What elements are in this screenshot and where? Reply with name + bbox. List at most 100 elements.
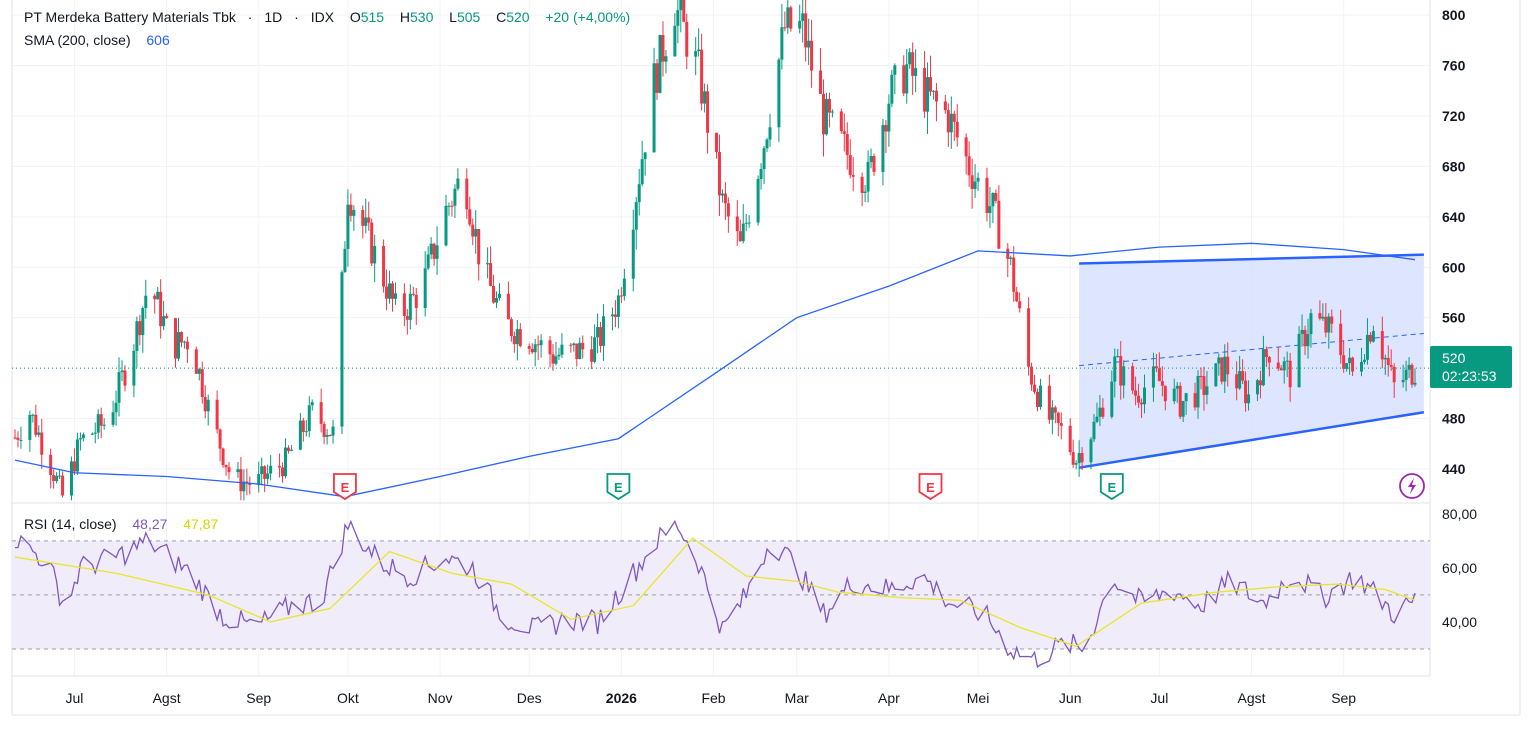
candle-up	[560, 344, 564, 355]
candle-up	[1327, 316, 1331, 333]
candlestick-series	[12, 0, 1430, 501]
candle-up	[1261, 349, 1265, 386]
time-tick-label: 2026	[606, 690, 637, 706]
candle-up	[310, 402, 314, 406]
candle-down	[1220, 357, 1224, 382]
candle-down	[165, 316, 169, 319]
candle-up	[111, 412, 115, 425]
candle-down	[575, 343, 579, 359]
candle-down	[319, 402, 323, 424]
candle-up	[426, 254, 430, 269]
candle-up	[182, 341, 186, 343]
candle-up	[1383, 357, 1387, 360]
candle-up	[144, 295, 148, 309]
time-tick-label: Agst	[1238, 690, 1266, 706]
candle-up	[703, 91, 707, 104]
close-value: 520	[506, 9, 530, 25]
candle-down	[726, 203, 730, 217]
candle-up	[269, 465, 273, 474]
candle-up	[801, 13, 805, 21]
candle-up	[388, 283, 392, 299]
candle-up	[602, 316, 606, 346]
candle-down	[970, 175, 974, 189]
candle-down	[821, 93, 825, 135]
candle-up	[78, 438, 82, 440]
candle-up	[1223, 356, 1227, 382]
candle-down	[263, 466, 267, 479]
earnings-marker: E	[606, 473, 631, 501]
candle-down	[810, 40, 814, 71]
earnings-shield-icon	[333, 473, 357, 501]
candle-up	[236, 469, 240, 473]
candle-up	[973, 181, 977, 189]
candle-down	[153, 295, 157, 300]
candle-down	[215, 399, 219, 430]
candle-down	[943, 101, 947, 111]
candle-down	[1330, 316, 1334, 324]
candle-down	[1226, 356, 1230, 375]
candle-down	[928, 77, 932, 92]
candle-up	[887, 103, 891, 132]
time-tick-label: Sep	[1331, 690, 1356, 706]
high-value: 530	[410, 9, 434, 25]
candle-down	[613, 314, 617, 317]
candle-up	[1181, 401, 1185, 417]
candle-up	[132, 350, 136, 386]
candle-up	[266, 473, 270, 479]
candle-down	[997, 200, 1001, 249]
candle-up	[533, 344, 537, 353]
candle-down	[551, 354, 555, 364]
price-tick-label: 760	[1442, 58, 1466, 74]
candle-up	[1110, 381, 1114, 417]
candle-up	[304, 431, 308, 433]
rsi-legend[interactable]: RSI (14, close) 48,27 47,87	[24, 516, 218, 532]
earnings-label: E	[926, 480, 935, 495]
candle-down	[349, 204, 353, 216]
candle-down	[1235, 374, 1239, 389]
candle-down	[123, 370, 127, 386]
candle-up	[1122, 366, 1126, 386]
earnings-shield-icon	[1099, 473, 1124, 501]
candle-down	[700, 49, 704, 104]
candle-up	[1407, 364, 1411, 370]
candle-down	[414, 294, 418, 309]
candle-up	[557, 354, 561, 357]
candle-up	[1098, 407, 1102, 417]
time-tick-label: Mei	[967, 690, 990, 706]
channel-lower-line	[1078, 410, 1425, 469]
candle-up	[1371, 331, 1375, 342]
rsi-pane	[12, 519, 1430, 669]
candle-down	[985, 177, 989, 214]
candle-down	[1351, 357, 1355, 372]
candle-down	[402, 293, 406, 316]
candle-down	[1241, 371, 1245, 381]
candle-down	[934, 90, 938, 102]
rsi-line	[14, 519, 1416, 669]
candle-up	[697, 49, 701, 52]
open-label: O	[349, 9, 361, 25]
sma-legend[interactable]: SMA (200, close) 606	[24, 32, 170, 48]
price-tick-label: 680	[1442, 158, 1466, 174]
candle-up	[1077, 453, 1081, 464]
candle-up	[786, 7, 790, 28]
candle-up	[1172, 388, 1176, 402]
candle-down	[1163, 385, 1167, 402]
time-tick-label: Apr	[878, 690, 900, 706]
candle-down	[661, 35, 665, 62]
candle-up	[798, 20, 802, 29]
candle-down	[1264, 349, 1268, 358]
candle-up	[289, 449, 293, 451]
candle-down	[872, 156, 876, 172]
candle-up	[28, 414, 32, 440]
earnings-label: E	[1107, 480, 1116, 495]
candle-down	[1080, 453, 1084, 463]
candle-up	[325, 434, 329, 437]
candle-up	[1255, 380, 1259, 395]
candle-down	[16, 437, 20, 440]
candle-down	[682, 0, 686, 22]
parallel-channel[interactable]	[1078, 253, 1425, 469]
candle-up	[741, 223, 745, 242]
candle-up	[926, 77, 930, 112]
